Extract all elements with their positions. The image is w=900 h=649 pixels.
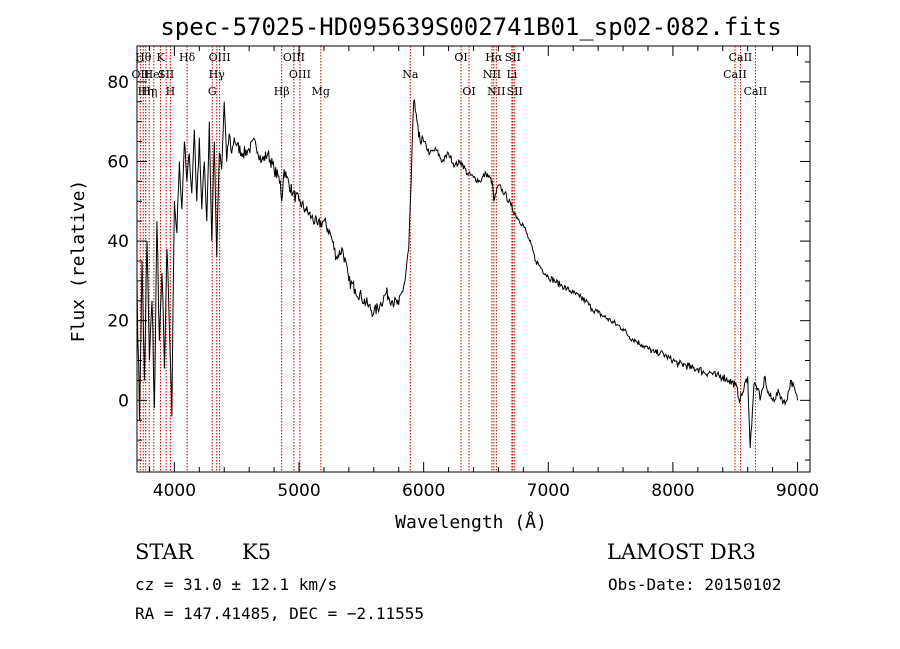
- y-tick-label: 20: [107, 312, 129, 332]
- line-label-26: CaII: [729, 51, 753, 64]
- x-axis-ticks: 4000 5000 6000 7000 8000 9000: [148, 46, 819, 501]
- line-label-7: H: [166, 85, 176, 98]
- y-tick-label: 60: [107, 152, 129, 172]
- spectrum-chart: spec-57025-HD095639S002741B01_sp02-082.f…: [68, 13, 819, 533]
- emission-line-markers: [139, 46, 756, 472]
- line-label-2: Hη: [138, 85, 154, 98]
- line-label-10: Hγ: [209, 68, 226, 81]
- y-axis-label: Flux (relative): [68, 180, 89, 343]
- line-label-12: Hβ: [274, 85, 290, 98]
- line-label-1: Hθ: [135, 51, 152, 64]
- line-label-6: SII: [158, 68, 174, 81]
- line-label-19: NII: [483, 68, 501, 81]
- x-tick-label: 6000: [402, 481, 445, 501]
- x-tick-label: 9000: [776, 481, 819, 501]
- line-label-27: CaII: [744, 85, 768, 98]
- line-label-18: OI: [462, 85, 475, 98]
- line-label-14: OIII: [289, 68, 311, 81]
- line-label-13: OIII: [283, 51, 305, 64]
- y-axis-ticks: 0 20 40 60 80: [107, 61, 810, 461]
- chart-title: spec-57025-HD095639S002741B01_sp02-082.f…: [160, 13, 781, 41]
- line-label-11: OIII: [209, 51, 231, 64]
- line-label-25: CaII: [723, 68, 747, 81]
- x-axis-label: Wavelength (Å): [395, 511, 547, 533]
- obs-date-text: Obs-Date: 20150102: [608, 575, 782, 594]
- plot-frame: [136, 45, 811, 473]
- redshift-text: cz = 31.0 ± 12.1 km/s: [135, 575, 338, 594]
- spectrum-line: [136, 99, 798, 449]
- x-tick-label: 8000: [651, 481, 694, 501]
- line-label-15: Mg: [312, 85, 330, 98]
- line-label-9: G: [208, 85, 217, 98]
- y-tick-label: 0: [118, 391, 129, 411]
- line-label-0: OII: [132, 68, 150, 81]
- line-label-24: SII: [507, 85, 523, 98]
- subclass-label: K5: [242, 540, 272, 564]
- x-tick-label: 5000: [277, 481, 320, 501]
- class-label: STAR: [135, 540, 194, 564]
- x-tick-label: 4000: [153, 481, 196, 501]
- line-label-16: Na: [402, 68, 419, 81]
- y-tick-label: 80: [107, 73, 129, 93]
- line-label-21: NII: [487, 85, 505, 98]
- x-tick-label: 7000: [527, 481, 570, 501]
- radec-text: RA = 147.41485, DEC = −2.11555: [135, 604, 424, 623]
- line-label-5: K: [156, 51, 165, 64]
- line-label-4: HeI: [144, 68, 164, 81]
- survey-label: LAMOST DR3: [607, 540, 756, 564]
- line-label-8: Hδ: [179, 51, 196, 64]
- line-label-17: OI: [454, 51, 467, 64]
- line-label-23: SII: [505, 51, 521, 64]
- line-label-20: Hα: [485, 51, 503, 64]
- line-label-3: Hη: [141, 85, 157, 98]
- emission-line-labels: OIIHθHηHηHeIKSIIHHδGHγOIIIHβOIIIOIIIMgNa…: [132, 51, 768, 98]
- line-label-22: Li: [506, 68, 517, 81]
- y-tick-label: 40: [107, 232, 129, 252]
